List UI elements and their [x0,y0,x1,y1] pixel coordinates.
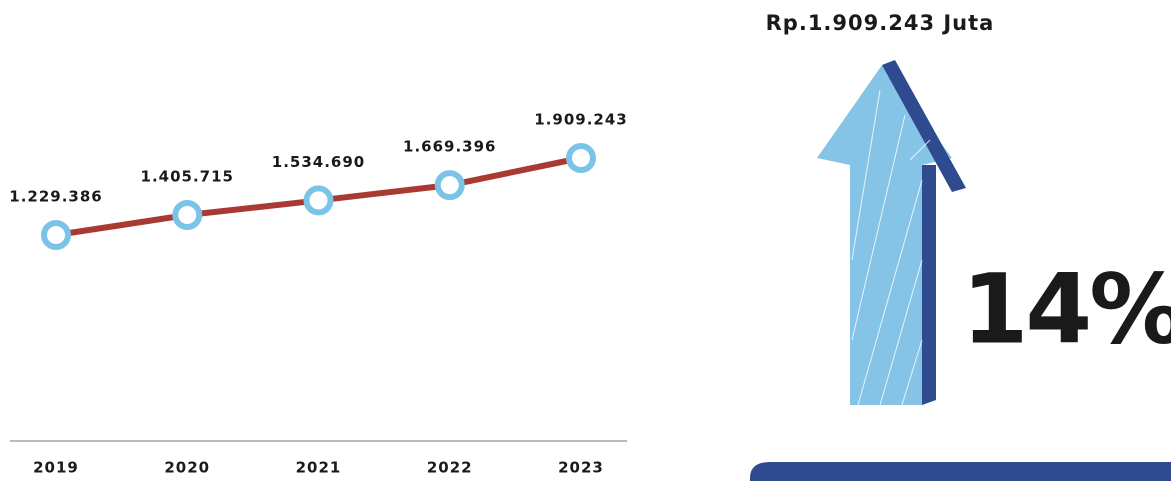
growth-percent: 14% [962,253,1171,365]
headline: Rp.1.909.243 Juta [766,11,995,35]
marker [303,185,334,216]
marker [41,220,71,250]
x-tick-label: 2020 [164,459,210,477]
marker [566,143,596,173]
arrow [817,60,966,406]
x-tick-label: 2021 [296,459,342,477]
value-label: 1.405.715 [141,168,234,186]
x-tick-label: 2019 [33,459,79,477]
value-label: 1.229.386 [9,188,102,206]
x-tick-label: 2023 [558,459,604,477]
value-label: 1.669.396 [403,138,496,156]
value-label: 1.909.243 [534,111,627,129]
bottom-banner [750,462,1171,481]
marker [172,200,203,231]
value-label: 1.534.690 [272,153,365,171]
marker [434,170,465,201]
x-tick-label: 2022 [427,459,473,477]
